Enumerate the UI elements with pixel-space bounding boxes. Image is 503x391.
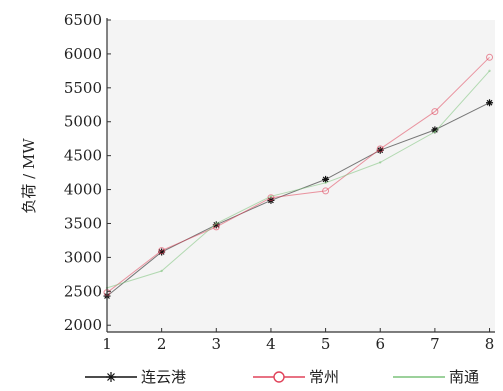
data-point	[379, 161, 382, 164]
data-point	[269, 195, 273, 198]
legend-label: 常州	[309, 368, 339, 386]
star-marker	[158, 248, 166, 256]
legend-label: 南通	[449, 368, 479, 386]
y-tick-label: 3000	[64, 248, 102, 266]
star-marker	[376, 146, 384, 154]
data-point	[433, 130, 437, 134]
star-marker	[486, 99, 494, 107]
star-marker	[212, 221, 220, 229]
y-tick-label: 6000	[64, 45, 102, 63]
star-marker	[106, 372, 116, 382]
x-axis-ticks: 1 2 3 4 5 6 7 8	[102, 328, 494, 353]
legend-item-2: 常州	[253, 368, 339, 386]
y-tick-label: 3500	[64, 214, 102, 232]
series-layer	[103, 53, 494, 300]
circle-marker	[486, 53, 494, 61]
circle-marker	[158, 247, 166, 255]
y-tick-label: 6500	[64, 11, 102, 29]
x-tick-label: 5	[321, 335, 331, 353]
series-line	[106, 56, 490, 294]
y-tick-label: 5000	[64, 113, 102, 131]
data-point	[160, 269, 163, 273]
x-tick-label: 2	[157, 335, 167, 353]
circle-marker	[376, 145, 384, 153]
legend-circle-marker	[273, 371, 285, 383]
circle-marker	[431, 108, 439, 116]
data-point	[324, 181, 327, 184]
plot-background	[107, 20, 495, 332]
legend-item-3: 南通	[393, 368, 479, 386]
y-tick-label: 5500	[64, 79, 102, 97]
x-tick-label: 7	[430, 335, 440, 353]
star-marker	[431, 126, 439, 134]
legend: 连云港 常州 南通	[85, 368, 479, 386]
x-tick-label: 3	[212, 335, 222, 353]
circle-marker	[322, 187, 330, 195]
star-marker	[322, 175, 330, 183]
y-tick-label: 4000	[64, 181, 102, 199]
x-tick-label: 8	[485, 335, 495, 353]
series-line	[106, 70, 490, 289]
data-point	[488, 69, 491, 73]
y-tick-label: 2500	[64, 282, 102, 300]
x-tick-label: 1	[102, 335, 112, 353]
y-tick-label: 2000	[64, 316, 102, 334]
x-tick-label: 6	[375, 335, 385, 353]
y-axis-title: 负荷 / MW	[20, 138, 38, 214]
x-tick-label: 4	[266, 335, 276, 353]
y-tick-label: 4500	[64, 147, 102, 165]
y-axis-ticks: 2000 2500 3000 3500 4000 4500 5000 5500 6000 6500	[64, 11, 111, 334]
legend-label: 连云港	[141, 368, 186, 386]
legend-item-1: 连云港	[85, 368, 186, 386]
data-point	[215, 222, 218, 225]
